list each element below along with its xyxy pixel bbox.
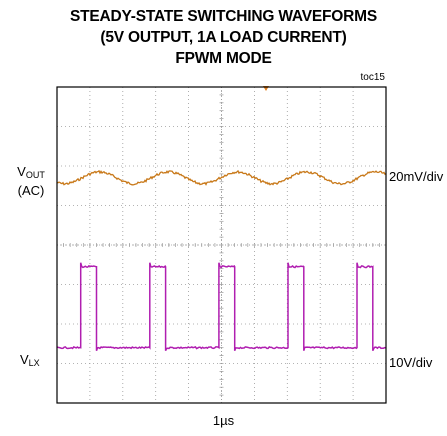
vlx-switching-trace — [56, 262, 386, 351]
chart-title-line-2: (5V OUTPUT, 1A LOAD CURRENT) — [100, 29, 347, 46]
vout-ripple-trace — [56, 169, 387, 186]
vlx-label-main: V — [20, 352, 29, 367]
plot-frame — [56, 86, 387, 404]
chart-title-line-3: FPWM MODE — [175, 50, 272, 67]
vout-scale-label: 20mV/div — [389, 169, 444, 184]
grid — [56, 86, 387, 404]
vout-label-ac: (AC) — [17, 183, 45, 198]
figure-id: toc15 — [360, 72, 385, 83]
chart-title-line-1: STEADY-STATE SWITCHING WAVEFORMS — [69, 8, 378, 25]
vout-channel-label: VOUT (AC) — [9, 164, 53, 198]
vout-label-sub: OUT — [25, 170, 45, 180]
vout-label-main: V — [17, 164, 26, 179]
vlx-channel-label: VLX — [20, 352, 40, 371]
vlx-scale-label: 10V/div — [389, 355, 433, 370]
timebase-label: 1µs — [212, 413, 235, 428]
vlx-label-sub: LX — [28, 358, 40, 368]
